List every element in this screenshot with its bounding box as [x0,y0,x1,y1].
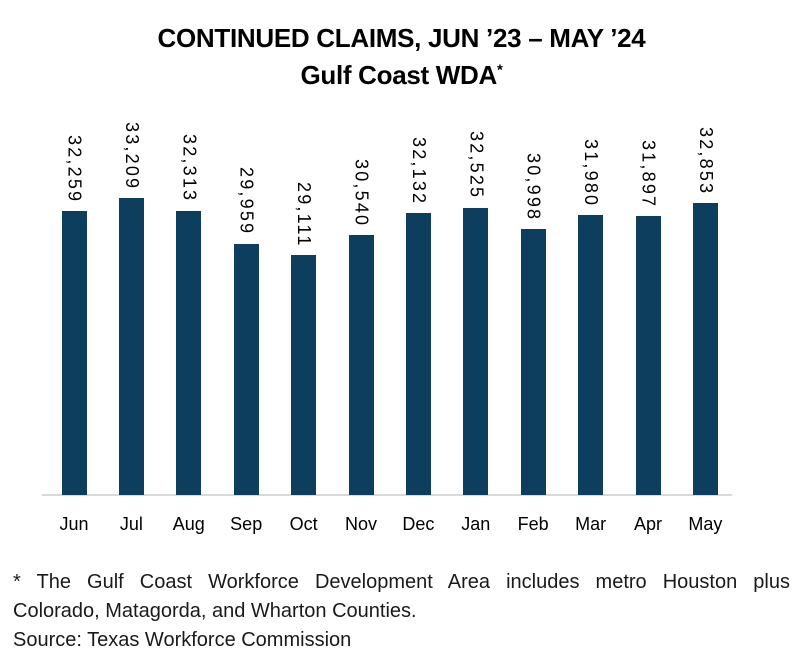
bar-oct [291,255,317,495]
bar-feb [520,229,546,495]
bar-value-label-mar: 31,980 [581,139,602,208]
bar-jan [463,207,489,495]
x-axis-label-jan: Jan [461,514,491,534]
chart-title: CONTINUED CLAIMS, JUN ’23 – MAY ’24 Gulf… [0,20,803,94]
x-axis-label-apr: Apr [633,514,663,534]
bar-sep [233,243,259,495]
x-axis-label-oct: Oct [289,514,318,534]
bar-value-label-jun: 32,259 [64,135,85,204]
footnote-line2: Colorado, Matagorda, and Wharton Countie… [13,600,417,622]
bar-mar [578,215,604,495]
bar-value-label-may: 32,853 [695,126,716,196]
bar-value-label-aug: 32,313 [179,134,200,203]
x-axis-label-feb: Feb [517,514,549,534]
bar-dec [405,213,431,495]
bar-value-label-jan: 32,525 [466,131,487,200]
bar-aug [176,210,202,495]
x-axis-label-nov: Nov [344,514,378,534]
footnote-asterisk-marker: * [497,61,503,79]
footnote-line1: * The Gulf Coast Workforce Development A… [13,571,790,593]
x-axis-label-sep: Sep [230,514,263,534]
bar-value-label-dec: 32,132 [408,136,429,206]
bar-value-label-feb: 30,998 [523,152,544,221]
bar-jul [118,198,144,495]
bar-value-label-oct: 29,111 [294,181,315,248]
bar-may [692,203,718,495]
chart-title-line2: Gulf Coast WDA* [300,60,503,90]
x-axis-label-dec: Dec [402,514,435,534]
bar-value-label-apr: 31,897 [638,140,659,209]
bar-value-label-sep: 29,959 [236,167,257,236]
source-line: Source: Texas Workforce Commission [13,629,352,651]
bar-jun [61,211,87,495]
bar-nov [348,235,374,495]
x-axis-label-jul: Jul [119,514,143,534]
x-axis-label-mar: Mar [575,514,607,534]
bar-value-label-jul: 33,209 [121,121,142,191]
x-axis-label-jun: Jun [59,514,89,534]
x-axis-line [42,494,732,496]
x-axis-label-aug: Aug [172,514,205,534]
footnote: * The Gulf Coast Workforce Development A… [13,568,790,655]
bar-apr [635,216,661,495]
x-axis-label-may: May [688,514,723,534]
bar-value-label-nov: 30,540 [351,159,372,228]
chart-title-line1: CONTINUED CLAIMS, JUN ’23 – MAY ’24 [157,23,646,53]
